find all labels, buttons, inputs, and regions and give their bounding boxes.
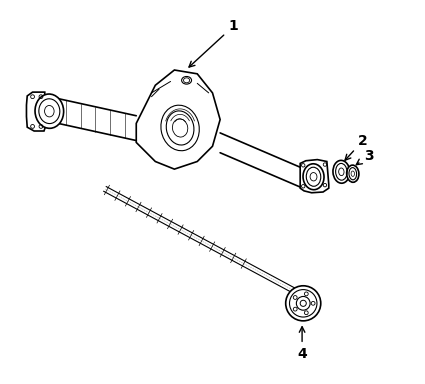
Ellipse shape xyxy=(300,300,306,306)
Ellipse shape xyxy=(303,164,324,190)
Text: 3: 3 xyxy=(356,149,374,165)
Text: 2: 2 xyxy=(345,134,368,160)
Ellipse shape xyxy=(35,94,64,128)
Ellipse shape xyxy=(286,286,321,321)
Polygon shape xyxy=(300,160,329,193)
Text: 4: 4 xyxy=(297,327,307,361)
Ellipse shape xyxy=(181,76,192,84)
Ellipse shape xyxy=(347,165,359,182)
Ellipse shape xyxy=(333,161,350,183)
Ellipse shape xyxy=(161,105,199,151)
Polygon shape xyxy=(26,92,45,131)
Text: 1: 1 xyxy=(189,19,238,67)
Polygon shape xyxy=(136,70,220,169)
